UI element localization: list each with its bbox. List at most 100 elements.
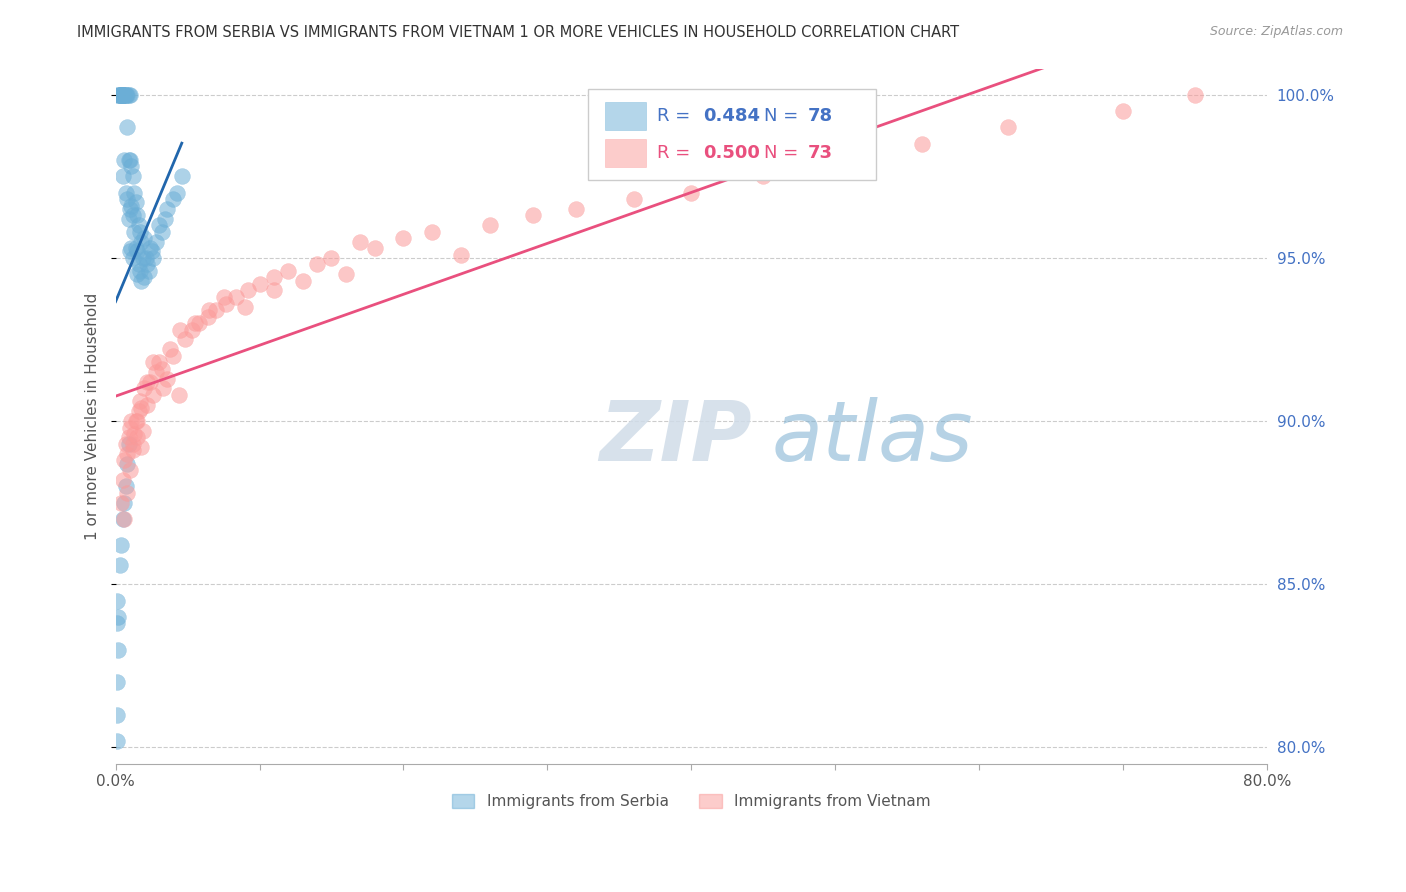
Point [120, 199, 142, 213]
Text: R =: R = [657, 144, 696, 162]
Point [121, 169, 143, 184]
Point [108, 87, 131, 102]
Point [120, 414, 142, 428]
FancyBboxPatch shape [588, 89, 876, 180]
Point [225, 290, 247, 304]
Point [118, 202, 141, 216]
Point [681, 186, 703, 200]
Point [121, 251, 143, 265]
Point [120, 241, 142, 255]
Legend: Immigrants from Serbia, Immigrants from Vietnam: Immigrants from Serbia, Immigrants from … [446, 788, 938, 815]
Point [127, 430, 149, 444]
Text: N =: N = [763, 107, 804, 125]
Point [127, 267, 149, 281]
Point [105, 593, 128, 607]
Point [166, 186, 188, 200]
Point [107, 642, 129, 657]
Point [150, 361, 173, 376]
Point [121, 437, 143, 451]
Point [124, 225, 146, 239]
Point [105, 675, 128, 690]
Point [114, 87, 136, 102]
Point [184, 316, 207, 330]
Point [198, 303, 221, 318]
Point [107, 87, 129, 102]
Point [910, 136, 932, 151]
Point [107, 610, 129, 624]
Point [145, 365, 167, 379]
Point [824, 153, 846, 167]
Point [291, 274, 314, 288]
Point [121, 443, 143, 458]
Point [132, 251, 155, 265]
Point [111, 87, 134, 102]
Point [129, 264, 152, 278]
Point [117, 437, 139, 451]
Point [108, 87, 131, 102]
Point [131, 440, 153, 454]
Point [135, 251, 157, 265]
Point [128, 404, 150, 418]
Point [142, 355, 165, 369]
Point [121, 208, 143, 222]
Point [132, 424, 155, 438]
Point [478, 218, 501, 232]
Point [363, 241, 385, 255]
Point [124, 186, 146, 200]
Point [114, 186, 136, 200]
Text: N =: N = [763, 144, 804, 162]
Point [128, 218, 150, 232]
Point [335, 267, 357, 281]
Point [115, 87, 138, 102]
Point [118, 153, 141, 167]
Point [111, 87, 134, 102]
Point [134, 270, 156, 285]
Point [997, 120, 1019, 135]
FancyBboxPatch shape [605, 103, 647, 130]
Text: 0.500: 0.500 [703, 144, 759, 162]
Point [1112, 103, 1135, 118]
Point [159, 343, 181, 357]
Point [112, 453, 135, 467]
Point [623, 192, 645, 206]
Point [128, 257, 150, 271]
Point [169, 323, 191, 337]
Point [139, 375, 162, 389]
Point [129, 225, 152, 239]
Point [118, 463, 141, 477]
Point [108, 558, 131, 572]
Point [215, 296, 238, 310]
Point [115, 457, 138, 471]
Point [111, 169, 134, 184]
Point [249, 277, 271, 291]
Point [153, 211, 176, 226]
Point [131, 235, 153, 249]
Text: IMMIGRANTS FROM SERBIA VS IMMIGRANTS FROM VIETNAM 1 OR MORE VEHICLES IN HOUSEHOL: IMMIGRANTS FROM SERBIA VS IMMIGRANTS FRO… [77, 25, 959, 40]
Point [114, 437, 136, 451]
Point [131, 274, 153, 288]
Point [131, 401, 153, 415]
Point [110, 87, 132, 102]
Text: atlas: atlas [772, 397, 973, 477]
Point [111, 87, 134, 102]
Point [148, 355, 170, 369]
Point [105, 616, 128, 631]
Point [212, 290, 235, 304]
Point [105, 734, 128, 748]
Point [111, 87, 134, 102]
Point [150, 225, 173, 239]
Point [173, 333, 195, 347]
Point [1184, 87, 1206, 102]
Point [110, 538, 132, 552]
Point [110, 496, 132, 510]
Point [188, 316, 211, 330]
Point [752, 169, 775, 184]
Point [134, 381, 156, 395]
Point [420, 225, 443, 239]
Point [118, 87, 141, 102]
Point [156, 202, 179, 216]
Point [127, 244, 149, 259]
Point [120, 160, 142, 174]
Point [565, 202, 588, 216]
Point [392, 231, 415, 245]
